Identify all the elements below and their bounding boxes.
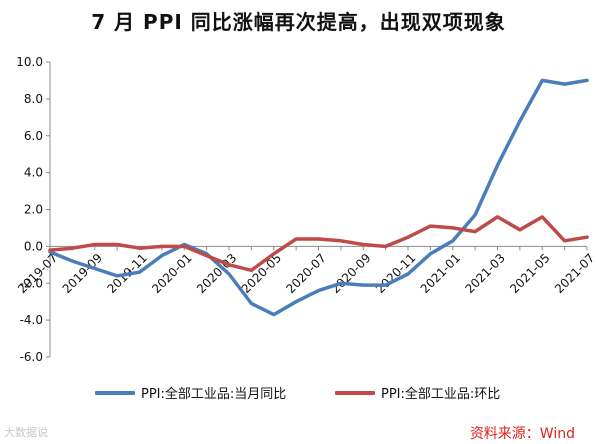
y-axis: -6.0 -4.0 -2.0 0.0 2.0 4.0 6.0 8.0 10.0 <box>16 55 51 364</box>
legend-swatch-yoy <box>95 390 135 395</box>
series-layer <box>48 78 589 317</box>
y-tick-label: 0.0 <box>24 239 43 253</box>
series-line-mom <box>48 215 589 273</box>
legend-item-yoy: PPI:全部工业品:当月同比 <box>95 383 286 402</box>
x-tick-label: 2020-03 <box>194 251 239 296</box>
y-tick-label: -6.0 <box>20 350 43 364</box>
y-tick-label: 4.0 <box>24 166 43 180</box>
x-tick-label: 2021-07 <box>552 251 597 296</box>
source-note: 资料来源：Wind <box>469 426 575 442</box>
watermark: 大数据说 <box>4 426 48 439</box>
legend-label-mom: PPI:全部工业品:环比 <box>381 387 501 402</box>
x-tick-label: 2021-05 <box>507 251 552 296</box>
x-tick-label: 2020-01 <box>149 251 194 296</box>
legend-item-mom: PPI:全部工业品:环比 <box>335 383 500 402</box>
y-tick-label: -4.0 <box>20 313 43 327</box>
x-tick-label: 2020-09 <box>328 251 373 296</box>
y-tick-label: -2.0 <box>20 276 43 290</box>
legend: PPI:全部工业品:当月同比 PPI:全部工业品:环比 <box>95 383 575 403</box>
y-tick-label: 10.0 <box>16 55 43 69</box>
legend-label-yoy: PPI:全部工业品:当月同比 <box>141 387 287 402</box>
x-tick-label: 2021-03 <box>462 251 507 296</box>
x-tick-label: 2020-05 <box>239 251 284 296</box>
y-tick-label: 8.0 <box>24 92 43 106</box>
x-tick-label: 2020-11 <box>373 251 418 296</box>
y-tick-label: 2.0 <box>24 203 43 217</box>
series-line-yoy <box>48 78 589 317</box>
legend-swatch-mom <box>335 390 375 395</box>
chart-title: 7 月 PPI 同比涨幅再次提高，出现双项现象 <box>91 10 506 34</box>
y-tick-label: 6.0 <box>24 129 43 143</box>
